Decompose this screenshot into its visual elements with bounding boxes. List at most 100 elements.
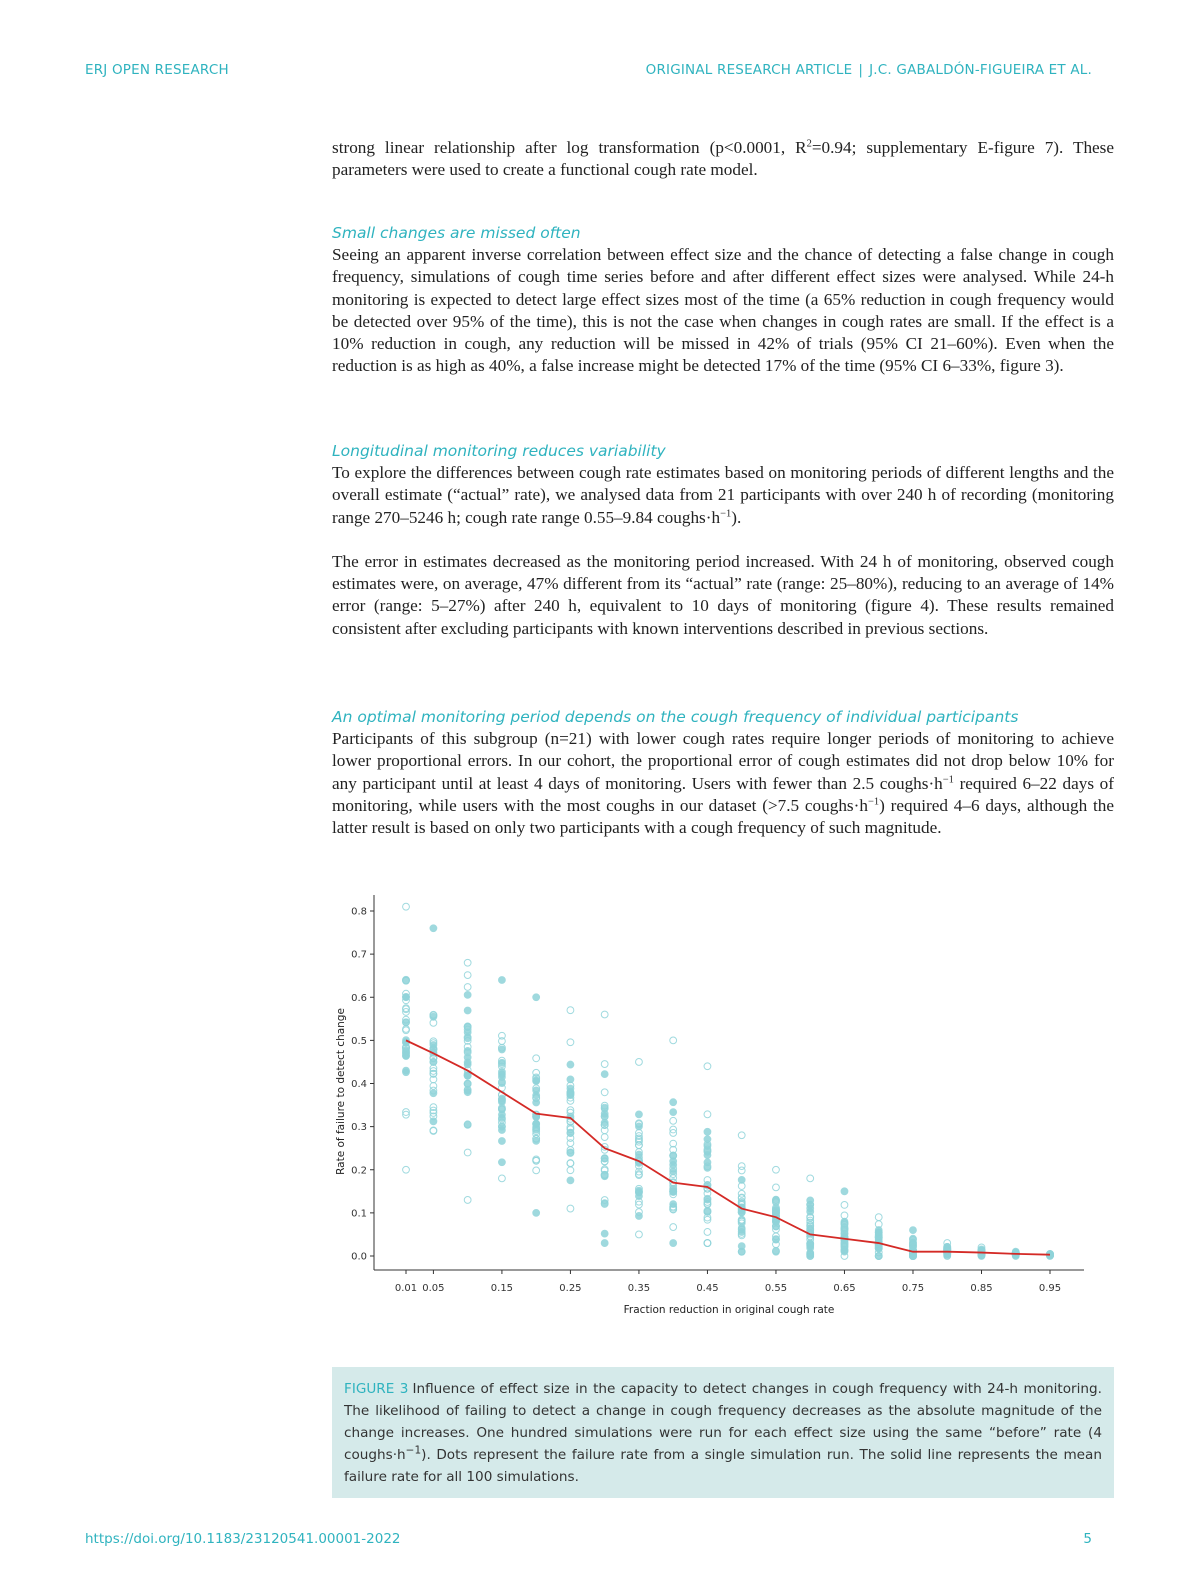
- simulation-point: [498, 1031, 506, 1040]
- simulation-point: [635, 1184, 643, 1193]
- header-separator: |: [858, 62, 864, 78]
- figure-3-chart: 0.0 0.1 0.2 0.3 0.4 0.5 0.6 0.7 0.8 0.01 0.05 0.15 0…: [335, 895, 1084, 1316]
- simulation-point: [669, 1178, 678, 1187]
- caption-text-end: ). Dots represent the failure rate from …: [344, 1447, 1102, 1485]
- simulation-point: [429, 1109, 438, 1117]
- section2-text: To explore the differences between cough…: [332, 463, 1114, 527]
- simulation-point: [669, 1157, 678, 1166]
- simulation-point: [429, 1069, 438, 1078]
- simulation-point: [703, 1145, 712, 1154]
- x-tick-label: 0.75: [902, 1283, 924, 1294]
- simulation-point: [402, 1165, 410, 1174]
- simulation-point: [402, 1049, 410, 1058]
- simulation-point: [703, 1127, 712, 1136]
- intro-paragraph: strong linear relationship after log tra…: [332, 137, 1114, 182]
- simulation-point: [669, 1223, 678, 1231]
- doi-link[interactable]: https://doi.org/10.1183/23120541.00001-2…: [85, 1531, 401, 1547]
- simulation-point: [703, 1180, 712, 1189]
- simulation-point: [909, 1226, 917, 1235]
- mean-failure-rate-line: [405, 1039, 1051, 1256]
- scatter-points: [402, 902, 1054, 1260]
- simulation-point: [402, 1068, 410, 1077]
- simulation-point: [429, 1089, 438, 1098]
- simulation-point: [463, 1033, 472, 1042]
- simulation-point: [737, 1194, 746, 1203]
- simulation-point: [498, 1158, 506, 1167]
- simulation-point: [463, 1071, 472, 1080]
- simulation-point: [532, 1136, 541, 1145]
- simulation-point: [463, 1196, 472, 1204]
- section3-heading: An optimal monitoring period depends on …: [332, 708, 1019, 726]
- simulation-point: [635, 1162, 643, 1170]
- simulation-point: [498, 1110, 506, 1119]
- running-header: ORIGINAL RESEARCH ARTICLE | J.C. GABALDÓN-…: [646, 62, 1092, 78]
- simulation-point: [703, 1213, 712, 1222]
- simulation-point: [532, 1086, 541, 1095]
- simulation-point: [498, 1137, 506, 1145]
- y-tick-label: 0.7: [351, 950, 367, 961]
- y-tick-label: 0.5: [351, 1036, 367, 1047]
- simulation-point: [600, 1060, 609, 1068]
- simulation-point: [840, 1240, 849, 1249]
- simulation-point: [635, 1132, 643, 1140]
- simulation-point: [600, 1101, 609, 1110]
- simulation-point: [874, 1220, 883, 1229]
- simulation-point: [669, 1098, 678, 1107]
- simulation-point: [635, 1150, 643, 1159]
- simulation-point: [703, 1228, 712, 1236]
- simulation-point: [429, 1057, 438, 1066]
- caption-text: Influence of effect size in the capacity…: [344, 1381, 1102, 1463]
- simulation-point: [600, 1229, 609, 1238]
- simulation-point: [463, 1088, 472, 1097]
- simulation-point: [429, 1106, 438, 1115]
- simulation-point: [737, 1166, 746, 1175]
- simulation-point: [498, 1062, 506, 1071]
- x-tick-label: 0.01: [395, 1283, 417, 1294]
- simulation-point: [737, 1162, 746, 1171]
- simulation-point: [498, 1060, 506, 1068]
- simulation-point: [703, 1110, 712, 1119]
- simulation-point: [669, 1125, 678, 1134]
- simulation-point: [600, 1126, 609, 1135]
- simulation-point: [566, 1159, 575, 1167]
- section3-paragraph: Participants of this subgroup (n=21) wit…: [332, 728, 1114, 839]
- simulation-point: [402, 1108, 410, 1116]
- section3-text-c: ) required 4–6 days, although the latter…: [332, 795, 1115, 838]
- simulation-point: [463, 1022, 472, 1031]
- simulation-point: [737, 1131, 746, 1140]
- simulation-point: [703, 1195, 712, 1204]
- section-small-changes: Small changes are missed often Seeing an…: [332, 222, 1114, 378]
- simulation-point: [498, 1045, 506, 1054]
- simulation-point: [635, 1110, 643, 1119]
- caption-sup: −1: [405, 1444, 422, 1457]
- simulation-point: [566, 1139, 575, 1148]
- simulation-point: [600, 1165, 609, 1174]
- chart-axes: [373, 895, 1084, 1271]
- simulation-point: [463, 1006, 472, 1015]
- simulation-point: [532, 1208, 541, 1217]
- simulation-point: [806, 1200, 815, 1209]
- simulation-point: [532, 993, 541, 1002]
- author-names: J.C. GABALDÓN-FIGUEIRA ET AL.: [869, 62, 1092, 78]
- simulation-point: [566, 1114, 575, 1123]
- simulation-point: [909, 1252, 917, 1260]
- simulation-point: [737, 1228, 746, 1236]
- simulation-point: [566, 1060, 575, 1069]
- simulation-point: [977, 1246, 986, 1255]
- simulation-point: [498, 1098, 506, 1106]
- y-tick-label: 0.1: [351, 1208, 367, 1219]
- x-tick-label: 0.55: [765, 1283, 787, 1294]
- simulation-point: [532, 1166, 541, 1175]
- simulation-point: [669, 1108, 678, 1117]
- simulation-point: [600, 1133, 609, 1141]
- journal-name: ERJ OPEN RESEARCH: [85, 62, 229, 78]
- simulation-point: [566, 1176, 575, 1185]
- simulation-point: [737, 1175, 746, 1184]
- simulation-point: [806, 1216, 815, 1225]
- simulation-point: [566, 1006, 575, 1015]
- article-type: ORIGINAL RESEARCH ARTICLE: [645, 62, 853, 78]
- simulation-point: [635, 1148, 643, 1156]
- x-tick-label: 0.35: [628, 1283, 650, 1294]
- simulation-point: [840, 1187, 849, 1196]
- simulation-point: [737, 1217, 746, 1226]
